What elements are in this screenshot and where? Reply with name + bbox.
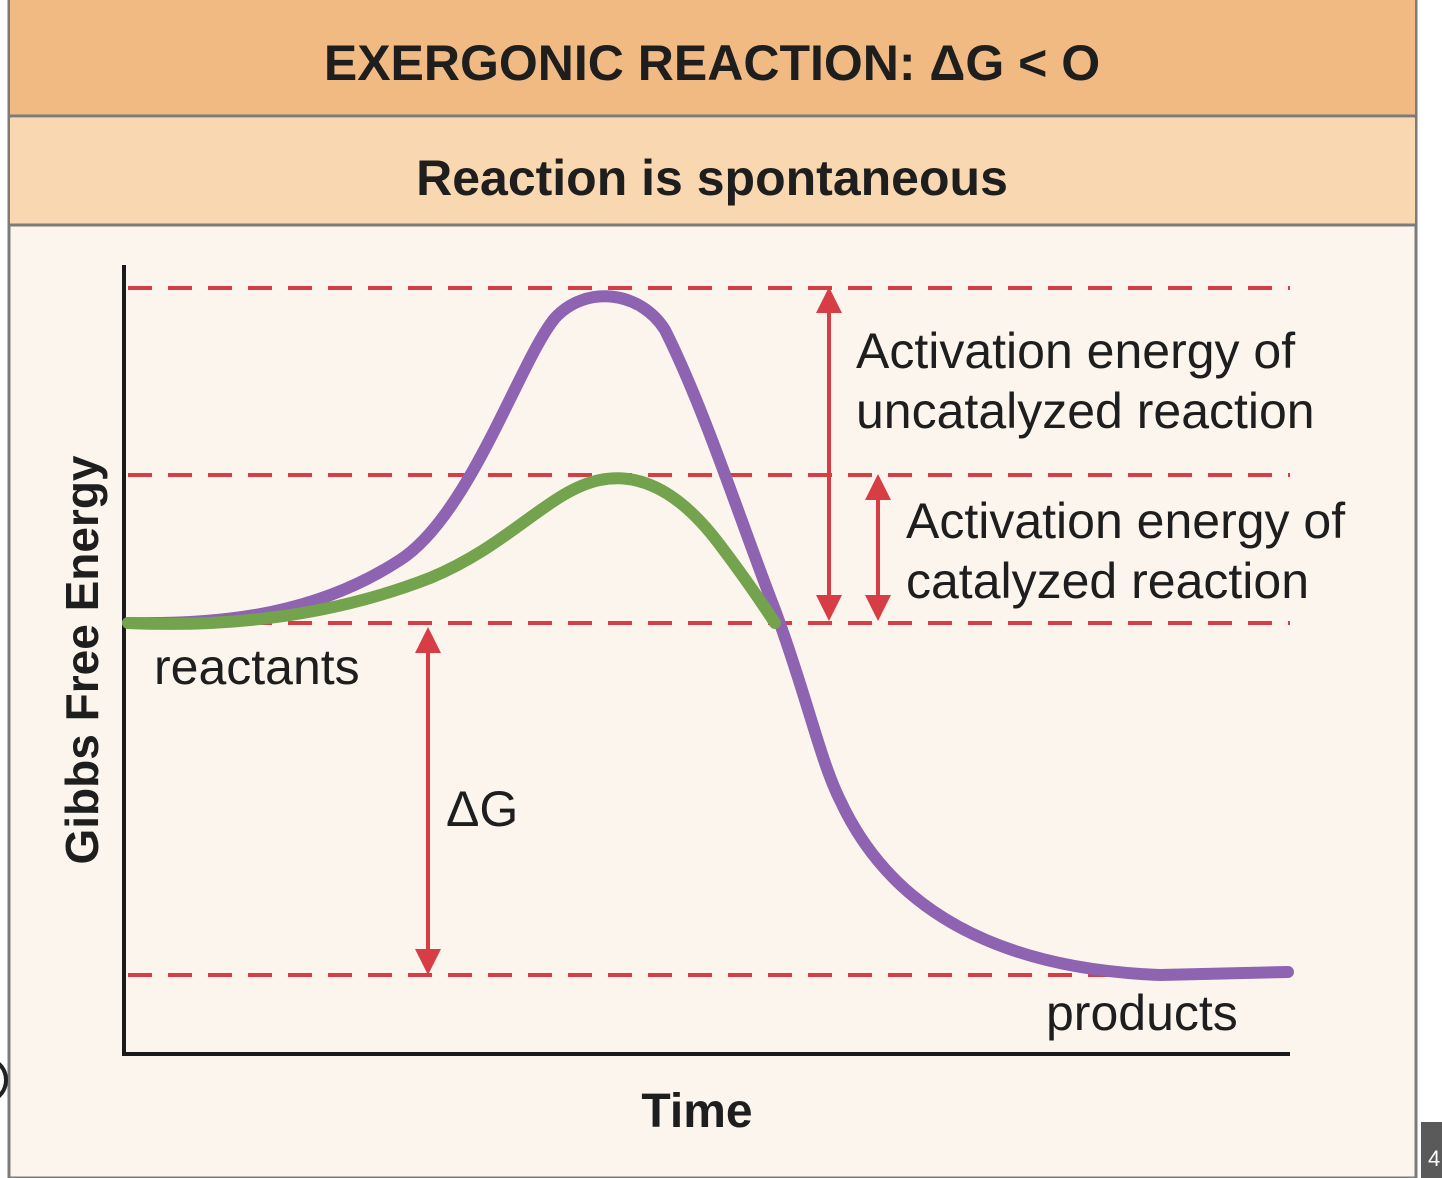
reactants-label: reactants: [154, 639, 360, 695]
catalyzed-label-line2: catalyzed reaction: [906, 553, 1309, 609]
viewer-nav-circle[interactable]: [0, 1058, 8, 1102]
page-badge: [1421, 1122, 1442, 1178]
page-badge-number: 4: [1428, 1146, 1440, 1171]
y-axis-label: Gibbs Free Energy: [56, 455, 108, 864]
uncatalyzed-reaction-curve: [122, 290, 1294, 981]
subtitle-panel: [10, 118, 1415, 224]
uncatalyzed-label-line2: uncatalyzed reaction: [856, 383, 1315, 439]
x-axis-label: Time: [641, 1085, 752, 1138]
catalyzed-label-line1: Activation energy of: [906, 493, 1345, 549]
delta-g-label: ΔG: [446, 781, 518, 837]
catalyzed-reaction-curve: [122, 472, 781, 630]
figure-title: EXERGONIC REACTION: ΔG < O: [324, 35, 1100, 91]
products-label: products: [1046, 985, 1238, 1041]
figure-subtitle: Reaction is spontaneous: [416, 150, 1008, 206]
title-panel: [10, 0, 1415, 116]
uncatalyzed-label-line1: Activation energy of: [856, 323, 1295, 379]
